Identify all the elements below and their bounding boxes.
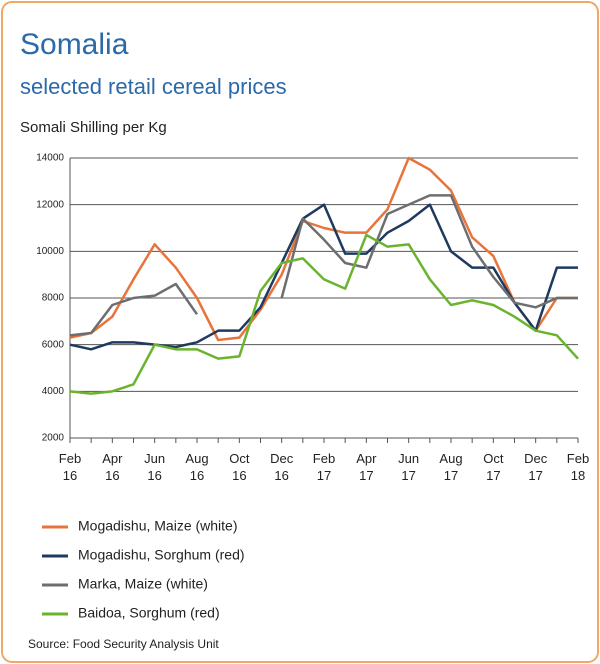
x-tick-label-box: Jun 17 (398, 451, 420, 483)
y-tick-label: 2000 (42, 433, 65, 444)
source: Source: Food Security Analysis Unit (28, 637, 219, 651)
x-tick-label: Apr 16 (102, 451, 123, 483)
x-tick-label-box: Dec 17 (524, 451, 548, 483)
x-tick-label-box: Aug 16 (185, 451, 209, 483)
y-tick-label: 4000 (42, 386, 65, 397)
y-tick-label: 6000 (42, 339, 65, 350)
x-tick-label: Oct 17 (483, 451, 504, 483)
x-tick-label: Dec 16 (270, 451, 294, 483)
legend-label: Mogadishu, Maize (white) (78, 518, 238, 534)
x-tick-label: Aug 16 (185, 451, 209, 483)
x-tick-label-box: Oct 17 (483, 451, 504, 483)
legend-label: Baidoa, Sorghum (red) (78, 605, 220, 621)
x-tick-label-box: Apr 16 (102, 451, 123, 483)
series-line (69, 194, 578, 337)
x-tick-label: Feb 17 (312, 451, 336, 483)
x-tick-label-box: Feb 18 (566, 451, 590, 483)
x-tick-label: Apr 17 (356, 451, 377, 483)
chart-subtitle: selected retail cereal prices (20, 74, 287, 99)
x-tick-label: Feb 16 (58, 451, 82, 483)
x-tick-label-box: Apr 17 (356, 451, 377, 483)
y-tick-label: 12000 (36, 199, 64, 210)
x-tick-label-box: Feb 16 (58, 451, 82, 483)
x-tick-label: Aug 17 (439, 451, 463, 483)
x-tick-label-box: Feb 17 (312, 451, 336, 483)
x-tick-label: Dec 17 (524, 451, 548, 483)
legend-label: Marka, Maize (white) (78, 576, 208, 592)
y-tick-label: 8000 (42, 293, 65, 304)
legend-label: Mogadishu, Sorghum (red) (78, 547, 245, 563)
x-tick-label: Jun 16 (144, 451, 166, 483)
x-tick-label-box: Dec 16 (270, 451, 294, 483)
series-line (69, 233, 579, 395)
chart-title: Somalia (20, 28, 129, 61)
x-tick-label: Jun 17 (398, 451, 420, 483)
x-tick-label: Oct 16 (229, 451, 250, 483)
x-tick-label-box: Oct 16 (229, 451, 250, 483)
y-tick-label: 10000 (36, 246, 64, 257)
series-line (69, 156, 578, 342)
x-tick-label-box: Jun 16 (144, 451, 166, 483)
x-tick-label-box: Aug 17 (439, 451, 463, 483)
y-tick-label: 14000 (36, 153, 64, 164)
x-tick-label: Feb 18 (566, 451, 590, 483)
y-axis-label: Somali Shilling per Kg (20, 119, 167, 136)
